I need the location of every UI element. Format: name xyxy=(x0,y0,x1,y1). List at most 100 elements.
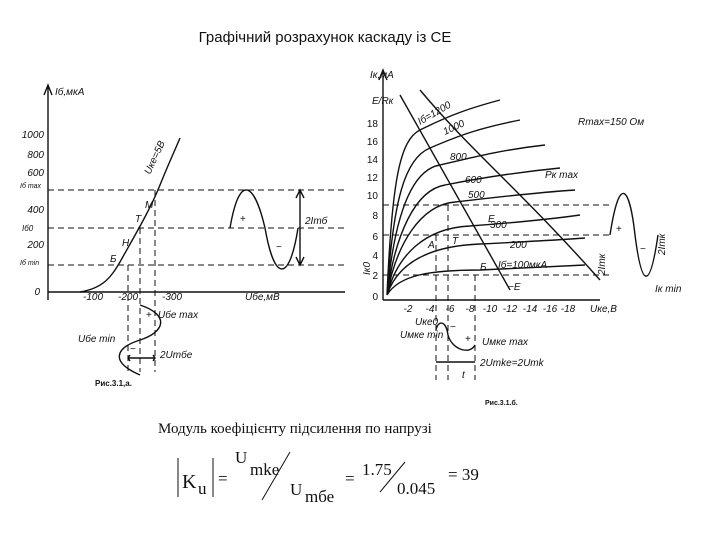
point: E xyxy=(488,214,495,225)
sign: + xyxy=(465,334,471,345)
caption: Рис.3.1.б. xyxy=(485,399,518,407)
load-line xyxy=(399,94,511,291)
t: t xyxy=(462,370,466,381)
point: Н xyxy=(122,238,130,249)
ik-min: Iк min xyxy=(655,284,682,295)
y-axis-label: Iб,мкА xyxy=(55,86,85,98)
curve-label: Uке=5В xyxy=(143,139,168,176)
text: Модуль коефіцієнту підсилення по напрузі xyxy=(158,421,432,437)
output-sine xyxy=(435,322,476,351)
x-axis-label: Uбе,мВ xyxy=(245,291,280,303)
caption: Рис.3.1,а. xyxy=(95,379,132,388)
eq: = xyxy=(218,469,228,488)
uke-max: Uмке max xyxy=(482,337,529,348)
point: Б xyxy=(480,262,487,273)
ik-amp: 2Imк xyxy=(597,252,608,276)
sine xyxy=(229,189,299,270)
result: = 39 xyxy=(448,465,479,484)
curve-label: 300 xyxy=(490,220,507,231)
tick: 200 xyxy=(26,240,44,251)
tick: 10 xyxy=(367,191,379,202)
projections xyxy=(127,190,156,372)
input-sine xyxy=(118,304,162,376)
tick: 16 xyxy=(367,137,379,148)
ik-amp2: 2Imк xyxy=(657,232,668,256)
sign: − xyxy=(640,244,646,255)
den-val: 0.045 xyxy=(397,479,435,498)
tick: 800 xyxy=(27,150,44,161)
tick: 400 xyxy=(27,205,44,216)
tick: -4 xyxy=(426,304,435,315)
tick: 0 xyxy=(34,287,40,298)
amp-label: 2Imб xyxy=(304,215,328,227)
e-rk: E/Rк xyxy=(372,96,395,107)
tick: 14 xyxy=(367,155,379,166)
tick: -6 xyxy=(446,304,455,315)
curve-label: 600 xyxy=(465,175,482,186)
eq: = xyxy=(345,469,355,488)
point: Б xyxy=(110,254,117,265)
sign: − xyxy=(276,242,282,253)
point: M xyxy=(145,200,154,211)
den-sub: mбе xyxy=(305,487,334,506)
uke0: Uке0 xyxy=(415,317,439,328)
projections xyxy=(383,204,610,380)
tick: 4 xyxy=(372,251,378,262)
y-axis-label: Iк,мА xyxy=(370,70,394,81)
x-axis-label: Uке,В xyxy=(590,304,617,315)
tick: -10 xyxy=(483,304,498,315)
tick: 0 xyxy=(372,292,378,303)
tick: -12 xyxy=(503,304,518,315)
uke-min: Uмке min xyxy=(400,330,444,341)
tick: -2 xyxy=(404,304,413,315)
formula: K u = U mke U mбе = 1.75 0.045 = 39 xyxy=(177,448,479,506)
tick: 18 xyxy=(367,119,379,130)
axes xyxy=(43,83,345,300)
right-figure: Iк,мА E/Rк 18 16 14 12 10 8 6 4 2 0 -2 -… xyxy=(362,68,682,407)
den-u: U xyxy=(290,480,302,499)
point: Т xyxy=(135,214,142,225)
sign: + xyxy=(240,214,246,225)
tick: -16 xyxy=(543,304,558,315)
k-sub: u xyxy=(198,479,207,498)
tick: 8 xyxy=(372,211,378,222)
curve-label: 800 xyxy=(450,152,467,163)
sign: − xyxy=(450,322,456,333)
formula-strokes xyxy=(177,451,406,501)
point: Т xyxy=(452,236,459,247)
input-curve xyxy=(79,137,181,293)
p-max: Pк max xyxy=(545,170,579,181)
tick: -18 xyxy=(561,304,576,315)
power-curve xyxy=(419,89,601,281)
ik0: Iк0 xyxy=(362,262,373,276)
tick: 12 xyxy=(367,173,379,184)
curve-label: 200 xyxy=(509,240,527,251)
tick: -8 xyxy=(466,304,475,315)
level: Iб max xyxy=(20,182,42,190)
tick: -100 xyxy=(83,292,103,303)
sign: − xyxy=(130,344,136,355)
level: Iб0 xyxy=(22,224,34,233)
tick: -14 xyxy=(523,304,538,315)
tick: 1000 xyxy=(22,130,45,141)
point: А xyxy=(427,240,435,251)
tick: 2 xyxy=(372,271,378,282)
tick: 600 xyxy=(27,168,44,179)
k: K xyxy=(182,471,197,493)
curve-label: 500 xyxy=(468,190,485,201)
u-min: Uбе min xyxy=(78,333,116,345)
num-sub: mke xyxy=(250,460,279,479)
num-u: U xyxy=(235,448,247,467)
u-max: Uбе max xyxy=(158,309,199,321)
amp-arrow xyxy=(295,188,305,267)
curve-label: Iб=100мкА xyxy=(498,259,548,271)
uke-amp: 2Umke=2Umk xyxy=(479,358,545,369)
left-figure: Iб,мкА 1000 800 600 400 200 0 Iб max Iб0… xyxy=(20,83,345,388)
sign: + xyxy=(146,310,152,321)
u-amp: 2Umбе xyxy=(159,349,193,361)
tick: 6 xyxy=(372,232,378,243)
title: Графічний розрахунок каскаду із СЕ xyxy=(199,29,452,46)
axes xyxy=(378,68,600,301)
